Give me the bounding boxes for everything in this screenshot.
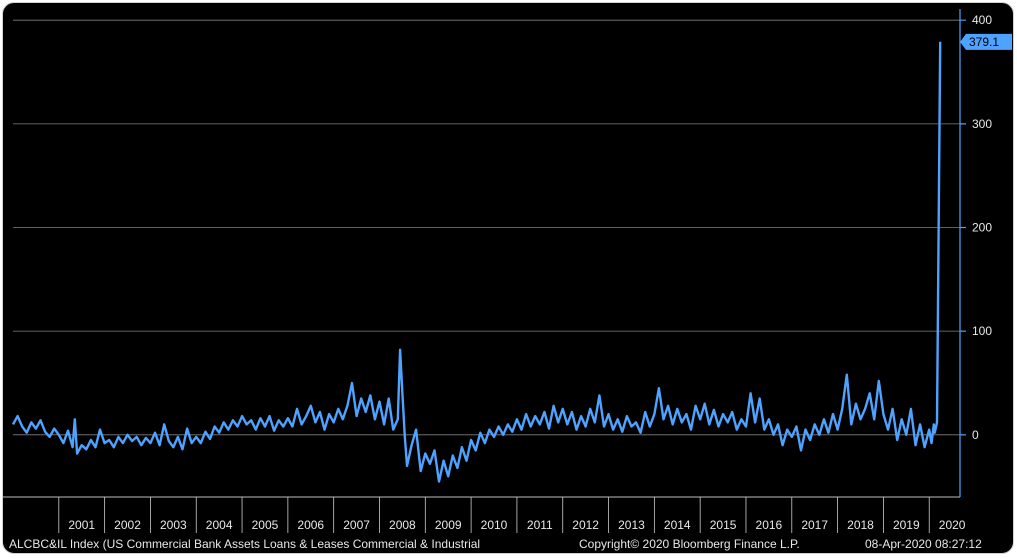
- x-tick-label-2002: 2002: [114, 518, 141, 532]
- timestamp: 08-Apr-2020 08:27:12: [865, 537, 982, 551]
- last-value-marker: [960, 33, 1012, 50]
- last-value-label: 379.1: [969, 35, 999, 49]
- x-tick-label-2016: 2016: [756, 518, 783, 532]
- x-tick-label-2004: 2004: [206, 518, 233, 532]
- x-tick-label-2010: 2010: [481, 518, 508, 532]
- x-tick-label-2006: 2006: [297, 518, 324, 532]
- copyright-notice: Copyright© 2020 Bloomberg Finance L.P.: [579, 537, 800, 551]
- x-tick-label-2003: 2003: [160, 518, 187, 532]
- chart-footer: ALCBC&IL Index (US Commercial Bank Asset…: [3, 533, 1013, 553]
- series-line: [11, 41, 942, 483]
- y-tick-label-200: 200: [972, 220, 992, 234]
- x-tick-label-2001: 2001: [68, 518, 95, 532]
- x-tick-label-2020: 2020: [939, 518, 966, 532]
- y-tick-label-100: 100: [972, 324, 992, 338]
- y-tick-label-300: 300: [972, 117, 992, 131]
- y-tick-label-400: 400: [972, 13, 992, 27]
- x-tick-label-2012: 2012: [572, 518, 599, 532]
- x-tick-label-2011: 2011: [527, 518, 553, 532]
- index-description: ALCBC&IL Index (US Commercial Bank Asset…: [9, 537, 481, 551]
- x-tick-label-2015: 2015: [710, 518, 737, 532]
- x-tick-label-2017: 2017: [801, 518, 828, 532]
- x-tick-label-2009: 2009: [435, 518, 462, 532]
- x-tick-label-2018: 2018: [847, 518, 874, 532]
- y-tick-label-0: 0: [972, 428, 979, 442]
- line-chart: 0 100 200 300 400 2001 2002 2003 2004 2005 2006 200…: [3, 9, 1012, 533]
- x-tick-label-2019: 2019: [893, 518, 920, 532]
- x-tick-label-2005: 2005: [252, 518, 279, 532]
- x-tick-label-2008: 2008: [389, 518, 416, 532]
- x-tick-label-2014: 2014: [664, 518, 691, 532]
- x-tick-label-2013: 2013: [618, 518, 645, 532]
- x-tick-label-2007: 2007: [343, 518, 370, 532]
